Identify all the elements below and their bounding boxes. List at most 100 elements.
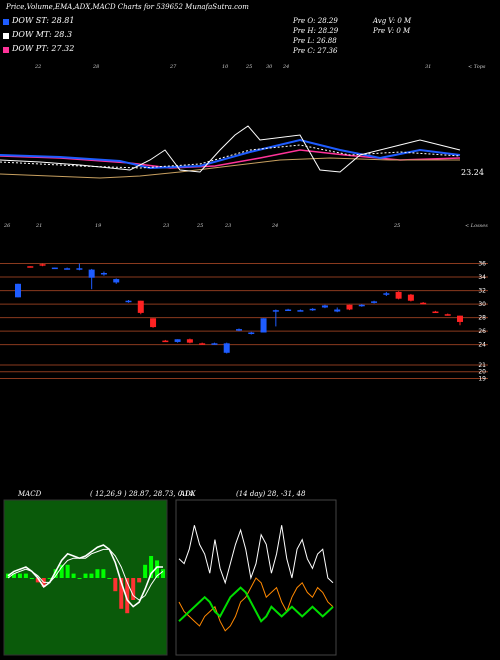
ema-line-mt	[0, 144, 461, 169]
price-tick-label: 19	[478, 375, 486, 382]
top-date-label: 22	[35, 64, 42, 70]
stat-pre-high: Pre H: 28.29	[293, 27, 339, 35]
candle-body	[186, 339, 193, 343]
macd-histogram-bar	[113, 578, 118, 592]
macd-histogram-bar	[23, 573, 28, 578]
bottom-date-label: 26	[4, 223, 11, 229]
macd-histogram-bar	[59, 564, 64, 578]
price-tick-label: 24	[478, 342, 486, 349]
candle-body	[88, 269, 95, 278]
candle-body	[457, 315, 463, 322]
candle-body	[432, 311, 439, 314]
adx-series-line	[178, 586, 334, 623]
macd-histogram-bar	[161, 569, 165, 578]
candle-body	[162, 340, 169, 343]
ema-line-long	[0, 157, 460, 179]
price-tick-label: 32	[478, 288, 486, 295]
candle-body	[125, 300, 132, 303]
top-date-label: < Tops	[468, 64, 486, 70]
top-date-label: 25	[246, 64, 253, 70]
candle-body	[199, 343, 206, 345]
legend-swatch-mt	[3, 33, 9, 39]
macd-histogram-bar	[101, 569, 106, 578]
bottom-date-label: 25	[394, 223, 401, 229]
candle-body	[113, 279, 120, 283]
macd-params: ( 12,26,9 ) 28.87, 28.73, 0.14	[90, 490, 194, 498]
macd-histogram-bar	[95, 569, 100, 578]
price-tick-label: 30	[478, 301, 486, 308]
stat-pre-close: Pre C: 27.36	[293, 47, 338, 55]
macd-histogram-bar	[143, 564, 148, 578]
macd-histogram-bar	[77, 578, 82, 579]
macd-series-line	[7, 548, 164, 601]
top-date-label: 31	[425, 64, 432, 70]
bottom-date-label: 23	[163, 223, 170, 229]
macd-histogram-bar	[17, 573, 22, 578]
adx-title: ADX	[180, 490, 196, 498]
macd-histogram-bar	[89, 573, 94, 578]
ema-value-label: 23.24	[461, 168, 484, 177]
candle-body	[321, 305, 328, 308]
adx-series-line	[178, 577, 334, 632]
legend-label-pt: DOW PT: 27.32	[12, 44, 75, 53]
candle-body	[309, 308, 316, 311]
macd-histogram-bar	[155, 560, 160, 578]
legend-swatch-st	[3, 19, 9, 25]
macd-histogram-bar	[107, 578, 112, 579]
candle-body	[444, 314, 451, 316]
candle-body	[174, 339, 181, 342]
macd-histogram-bar	[131, 578, 136, 600]
macd-histogram-bar	[47, 578, 52, 579]
macd-title: MACD	[18, 490, 42, 498]
stat-avg-volume: Avg V: 0 M	[373, 17, 412, 25]
stat-pre-open: Pre O: 28.29	[293, 17, 338, 25]
candle-body	[285, 309, 292, 312]
bottom-date-label: 19	[95, 223, 102, 229]
candle-body	[76, 268, 83, 270]
candle-body	[223, 343, 230, 353]
legend-label-mt: DOW MT: 28.3	[12, 30, 73, 39]
candle-body	[358, 304, 365, 307]
price-tick-label: 28	[478, 315, 486, 322]
macd-histogram-bar	[149, 556, 154, 578]
macd-histogram-bar	[29, 578, 34, 579]
candle-body	[272, 310, 279, 312]
price-tick-label: 36	[478, 261, 486, 268]
bottom-date-label: 23	[225, 223, 232, 229]
bottom-date-label: < Losses	[465, 223, 488, 229]
candle-body	[334, 309, 341, 312]
bottom-date-label: 21	[36, 223, 43, 229]
top-date-label: 30	[266, 64, 273, 70]
candle-body	[236, 329, 242, 331]
stat-pre-volume: Pre V: 0 M	[373, 27, 411, 35]
candle-body	[211, 343, 218, 345]
macd-histogram-bar	[71, 573, 76, 578]
top-date-label: 27	[170, 64, 177, 70]
candle-body	[39, 264, 46, 266]
candle-body	[150, 318, 157, 328]
stat-pre-low: Pre L: 26.88	[293, 37, 337, 45]
candle-body	[260, 318, 267, 333]
macd-histogram-bar	[35, 578, 40, 583]
ema-line-st	[0, 138, 461, 170]
candle-body	[346, 304, 353, 310]
macd-histogram-bar	[119, 578, 124, 609]
macd-histogram-bar	[125, 578, 130, 614]
candle-body	[100, 272, 107, 275]
macd-histogram-bar	[137, 578, 142, 583]
legend-label-st: DOW ST: 28.81	[12, 16, 75, 25]
price-line	[0, 125, 461, 173]
top-date-label: 28	[93, 64, 100, 70]
candle-body	[27, 266, 34, 268]
chart-title: Price,Volume,EMA,ADX,MACD Charts for 539…	[6, 3, 249, 11]
candle-body	[395, 291, 402, 299]
candle-body	[383, 293, 390, 295]
candle-body	[248, 332, 255, 334]
candle-body	[64, 268, 71, 270]
candle-body	[51, 267, 58, 270]
macd-histogram-bar	[65, 564, 70, 578]
price-tick-label: 26	[478, 328, 486, 335]
macd-histogram-bar	[11, 573, 16, 578]
adx-series-line	[178, 525, 334, 585]
